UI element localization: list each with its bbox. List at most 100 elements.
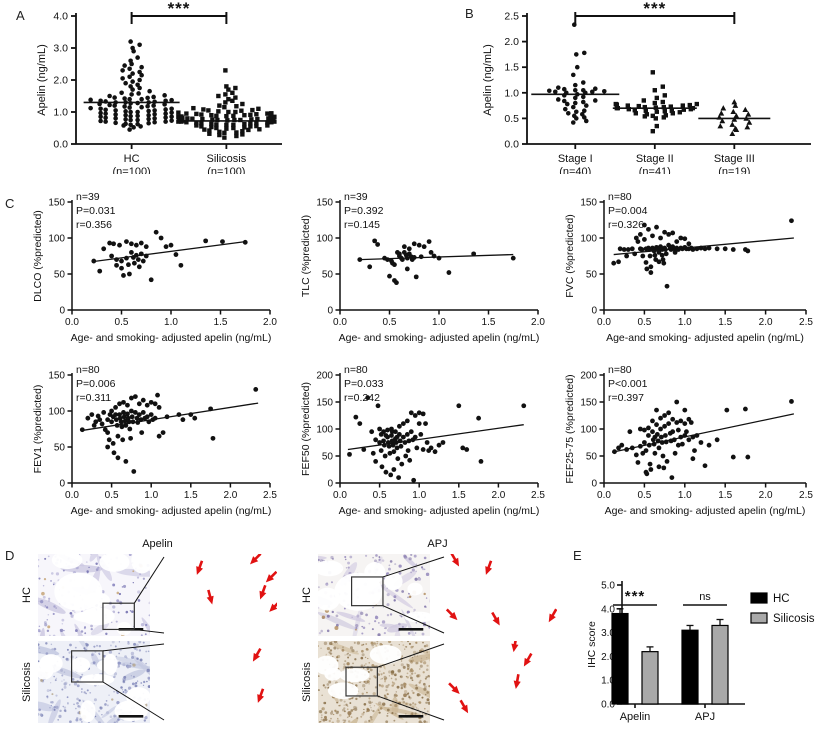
svg-text:1.0: 1.0 <box>504 87 519 99</box>
svg-text:100: 100 <box>316 234 333 245</box>
panel-c-fev1-chart: 0 50 100 150 0.0 0.5 1.0 1.5 2.0 2.5 n=80 P=0.006 r=… <box>32 364 277 517</box>
svg-text:2.0: 2.0 <box>759 317 773 328</box>
svg-text:Apelin (ng/mL): Apelin (ng/mL) <box>36 44 48 116</box>
svg-text:n=80: n=80 <box>608 191 632 203</box>
svg-text:(n=19): (n=19) <box>718 166 750 174</box>
svg-text:r=0.145: r=0.145 <box>344 219 380 231</box>
panel-e-ihc-score-chart: 0.0 1.0 2.0 3.0 4.0 5.0 IHC score Apelin *** APJ n… <box>586 581 815 724</box>
svg-text:FVC (%predicted): FVC (%predicted) <box>564 214 576 297</box>
svg-text:0: 0 <box>59 306 65 317</box>
svg-text:0.0: 0.0 <box>601 700 615 711</box>
svg-text:Age- and smoking- adjusted ape: Age- and smoking- adjusted apelin (ng/mL… <box>339 332 540 344</box>
svg-text:1.0: 1.0 <box>164 317 178 328</box>
svg-text:2.5: 2.5 <box>799 490 813 501</box>
svg-text:Stage I: Stage I <box>558 153 593 165</box>
svg-text:0.0: 0.0 <box>333 490 347 501</box>
panel-label-d: D <box>5 548 15 563</box>
svg-text:Silicosis: Silicosis <box>773 613 815 625</box>
svg-text:Age- and smoking- adjusted ape: Age- and smoking- adjusted apelin (ng/mL… <box>71 505 272 517</box>
ihc-row-label-hc-apj: HC <box>301 587 313 603</box>
svg-text:50: 50 <box>54 443 66 454</box>
svg-text:0.5: 0.5 <box>383 317 397 328</box>
svg-text:50: 50 <box>586 270 598 281</box>
ihc-row-label-silicosis-apj: Silicosis <box>301 662 313 702</box>
svg-text:Apelin (ng/mL): Apelin (ng/mL) <box>482 44 494 116</box>
svg-text:3.0: 3.0 <box>53 43 68 55</box>
panel-label-b: B <box>465 6 474 21</box>
svg-text:Silicosis: Silicosis <box>207 153 247 165</box>
svg-text:0.0: 0.0 <box>504 139 519 151</box>
svg-text:1.5: 1.5 <box>482 317 496 328</box>
svg-text:5.0: 5.0 <box>601 581 615 592</box>
svg-text:0.5: 0.5 <box>637 490 651 501</box>
svg-text:IHC score: IHC score <box>586 621 598 668</box>
svg-text:Apelin: Apelin <box>620 711 651 723</box>
svg-text:0: 0 <box>327 306 333 317</box>
svg-text:r=0.242: r=0.242 <box>344 392 380 404</box>
svg-text:150: 150 <box>580 398 597 409</box>
ihc-block-title-apj: APJ <box>427 538 448 550</box>
svg-text:Age- and smoking- adjusted ape: Age- and smoking- adjusted apelin (ng/mL… <box>605 505 806 517</box>
svg-text:150: 150 <box>48 198 65 209</box>
svg-text:r=0.356: r=0.356 <box>76 219 112 231</box>
svg-text:n=39: n=39 <box>76 191 100 203</box>
svg-text:50: 50 <box>322 452 334 463</box>
svg-text:2.5: 2.5 <box>504 11 519 23</box>
svg-text:0.0: 0.0 <box>597 490 611 501</box>
svg-text:150: 150 <box>316 198 333 209</box>
svg-text:ns: ns <box>699 591 711 603</box>
svg-text:0.0: 0.0 <box>597 317 611 328</box>
svg-text:100: 100 <box>316 425 333 436</box>
svg-text:HC: HC <box>773 593 790 605</box>
svg-text:150: 150 <box>580 198 597 209</box>
svg-text:50: 50 <box>54 270 66 281</box>
svg-text:TLC (%predicted): TLC (%predicted) <box>300 215 312 297</box>
svg-text:2.0: 2.0 <box>223 490 237 501</box>
svg-text:2.5: 2.5 <box>263 490 277 501</box>
svg-text:2.0: 2.0 <box>491 490 505 501</box>
svg-text:Stage II: Stage II <box>636 153 674 165</box>
ihc-block-title-apelin: Apelin <box>142 538 173 550</box>
svg-text:1.0: 1.0 <box>432 317 446 328</box>
svg-text:***: *** <box>643 2 666 18</box>
svg-text:FEV1 (%predicted): FEV1 (%predicted) <box>32 385 44 474</box>
svg-text:2.0: 2.0 <box>759 490 773 501</box>
svg-text:0.0: 0.0 <box>333 317 347 328</box>
svg-text:n=80: n=80 <box>344 364 368 376</box>
ihc-image-row-silicosis-apj <box>318 641 533 723</box>
svg-text:1.0: 1.0 <box>144 490 158 501</box>
svg-text:(n=100): (n=100) <box>207 166 245 174</box>
svg-text:0: 0 <box>327 479 333 490</box>
svg-text:1.5: 1.5 <box>184 490 198 501</box>
svg-text:Age- and smoking- adjusted ape: Age- and smoking- adjusted apelin (ng/mL… <box>339 505 540 517</box>
svg-text:0.5: 0.5 <box>504 113 519 125</box>
panel-c-fvc-chart: 0 50 100 150 0.0 0.5 1.0 1.5 2.0 2.5 n=80 P=0.004 r=… <box>564 191 813 344</box>
svg-text:P=0.392: P=0.392 <box>344 205 384 217</box>
svg-text:0.0: 0.0 <box>53 139 68 151</box>
svg-text:2.0: 2.0 <box>53 75 68 87</box>
svg-text:150: 150 <box>48 371 65 382</box>
svg-text:1.0: 1.0 <box>601 676 615 687</box>
ihc-image-row-hc-apelin <box>38 554 277 636</box>
svg-text:1.5: 1.5 <box>452 490 466 501</box>
svg-text:1.0: 1.0 <box>53 107 68 119</box>
svg-text:200: 200 <box>316 371 333 382</box>
svg-text:50: 50 <box>322 270 334 281</box>
svg-text:Age- and smoking- adjusted ape: Age- and smoking- adjusted apelin (ng/mL… <box>71 332 272 344</box>
svg-text:0.5: 0.5 <box>373 490 387 501</box>
svg-text:P<0.001: P<0.001 <box>608 378 648 390</box>
svg-text:P=0.006: P=0.006 <box>76 378 116 390</box>
svg-text:2.5: 2.5 <box>799 317 813 328</box>
svg-text:150: 150 <box>316 398 333 409</box>
svg-text:1.0: 1.0 <box>412 490 426 501</box>
svg-text:4.0: 4.0 <box>601 604 615 615</box>
svg-text:200: 200 <box>580 371 597 382</box>
svg-text:***: *** <box>168 2 191 18</box>
svg-text:100: 100 <box>580 425 597 436</box>
svg-text:n=80: n=80 <box>76 364 100 376</box>
svg-text:1.0: 1.0 <box>678 317 692 328</box>
svg-text:0.5: 0.5 <box>115 317 129 328</box>
